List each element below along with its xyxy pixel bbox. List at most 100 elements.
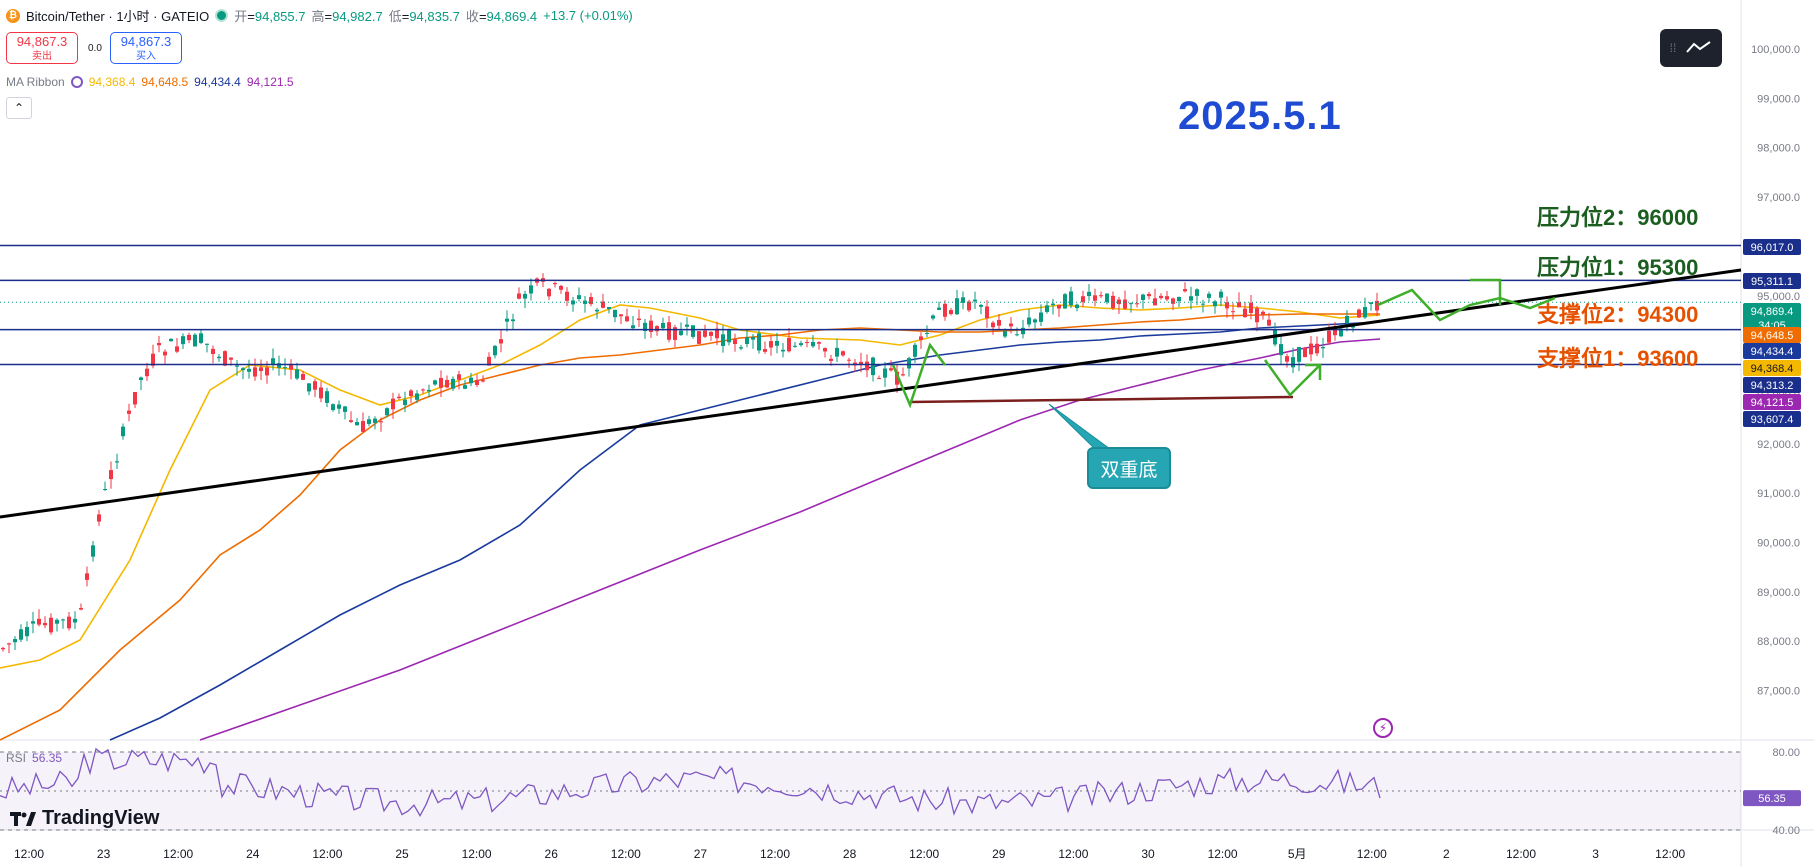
candle-body [1297, 347, 1301, 362]
floating-toolbar[interactable]: ⁞⁞ [1660, 29, 1722, 67]
trend-chart-icon[interactable] [1686, 40, 1712, 57]
candle-body [1147, 293, 1151, 297]
candle-body [775, 340, 779, 346]
candle-body [1105, 293, 1109, 303]
time-tick-label: 12:00 [1655, 847, 1685, 861]
candle-body [139, 377, 143, 381]
candle-body [883, 368, 887, 378]
time-tick-label: 12:00 [163, 847, 193, 861]
candle-body [43, 622, 47, 626]
time-tick-label: 26 [545, 847, 559, 861]
candle-body [1357, 309, 1361, 318]
candle-body [445, 379, 449, 388]
price-marker-tag [1743, 394, 1801, 410]
candle-body [961, 297, 965, 303]
time-tick-label: 12:00 [462, 847, 492, 861]
trend-line[interactable] [0, 268, 1742, 519]
candle-body [595, 309, 599, 312]
market-open-status-icon [215, 9, 229, 22]
candle-body [793, 345, 797, 347]
open-value: 94,855.7 [254, 9, 306, 24]
time-tick-label: 12:00 [1058, 847, 1088, 861]
candle-body [1093, 295, 1097, 301]
tradingview-logo-text: TradingView [42, 807, 160, 829]
collapse-legend-button[interactable]: ⌃ [6, 97, 32, 119]
sell-button[interactable]: 94,867.3 卖出 [6, 32, 78, 64]
candle-body [1327, 330, 1331, 343]
settings-icon[interactable] [70, 76, 83, 88]
candle-body [1123, 299, 1127, 309]
candle-body [955, 298, 959, 315]
candle-body [1189, 296, 1193, 301]
price-tick-label: 87,000.0 [1757, 686, 1800, 698]
candle-body [685, 324, 689, 327]
price-marker-tag [1743, 360, 1801, 376]
price-tick-label: 98,000.0 [1757, 143, 1800, 155]
candle-body [763, 349, 767, 352]
candle-body [133, 392, 137, 405]
candle-body [1195, 289, 1199, 296]
double-bottom-callout[interactable]: 双重底 [1087, 447, 1171, 489]
candle-body [355, 422, 359, 426]
candle-body [841, 351, 845, 356]
bitcoin-icon: ₿ [6, 8, 20, 23]
ma-ribbon-legend[interactable]: MA Ribbon 94,368.4 94,648.5 94,434.4 94,… [6, 75, 294, 89]
candle-body [1309, 343, 1313, 355]
candle-body [907, 358, 911, 369]
event-lightning-icon[interactable]: ⚡ [1373, 718, 1393, 738]
candle-body [1261, 311, 1265, 315]
double-bottom-neckline[interactable] [909, 395, 1294, 404]
ma-ribbon-value-2: 94,648.5 [141, 75, 189, 89]
candle-body [889, 368, 893, 371]
tradingview-logo[interactable]: TradingView [10, 807, 159, 830]
rsi-legend[interactable]: RSI 56.35 [6, 751, 62, 765]
candle-body [565, 291, 569, 301]
candle-body [1117, 299, 1121, 305]
candle-body [757, 333, 761, 351]
candle-body [931, 315, 935, 319]
candle-body [973, 299, 977, 302]
candle-body [181, 336, 185, 345]
rsi-line [0, 747, 1381, 817]
double-bottom-arrow-2[interactable] [1263, 359, 1321, 397]
candle-body [409, 390, 413, 397]
ma-ribbon-line-3 [109, 321, 1381, 741]
candle-body [913, 344, 917, 357]
price-tick-label: 89,000.0 [1757, 587, 1800, 599]
projection-zigzag-arrow[interactable] [1377, 288, 1556, 322]
buy-price: 94,867.3 [120, 34, 172, 49]
time-tick-label: 28 [843, 847, 857, 861]
price-marker-label: 94,434.4 [1751, 346, 1794, 358]
buy-button[interactable]: 94,867.3 买入 [110, 32, 182, 64]
price-marker-label: 93,607.4 [1751, 414, 1794, 426]
candle-body [1129, 303, 1133, 305]
candle-body [673, 327, 677, 340]
candle-body [1369, 302, 1373, 304]
price-tick-label: 97,000.0 [1757, 192, 1800, 204]
candle-body [1063, 294, 1067, 309]
drag-handle-icon[interactable]: ⁞⁞ [1669, 41, 1677, 55]
resistance-level-1-label: 压力位1：95300 [1537, 255, 1699, 280]
double-bottom-arrow-1[interactable] [891, 342, 946, 409]
candle-body [1255, 308, 1259, 323]
high-label: 高 [311, 9, 325, 24]
candle-body [523, 293, 527, 299]
ma-ribbon-name: MA Ribbon [6, 75, 65, 89]
candle-body [991, 322, 995, 328]
candle-body [1075, 304, 1079, 309]
buy-label: 买入 [136, 51, 156, 62]
rsi-value-tag-label: 56.35 [1758, 793, 1786, 805]
candle-body [127, 410, 131, 414]
candle-body [1291, 357, 1295, 368]
candle-body [37, 618, 41, 625]
candle-body [1, 647, 5, 650]
candle-body [745, 337, 749, 345]
symbol-title[interactable]: Bitcoin/Tether · 1小时 · GATEIO [26, 9, 210, 24]
candle-body [859, 361, 863, 366]
candle-body [655, 326, 659, 332]
candle-body [703, 330, 707, 337]
time-tick-label: 24 [246, 847, 260, 861]
candle-body [283, 367, 287, 369]
candle-body [553, 283, 557, 285]
